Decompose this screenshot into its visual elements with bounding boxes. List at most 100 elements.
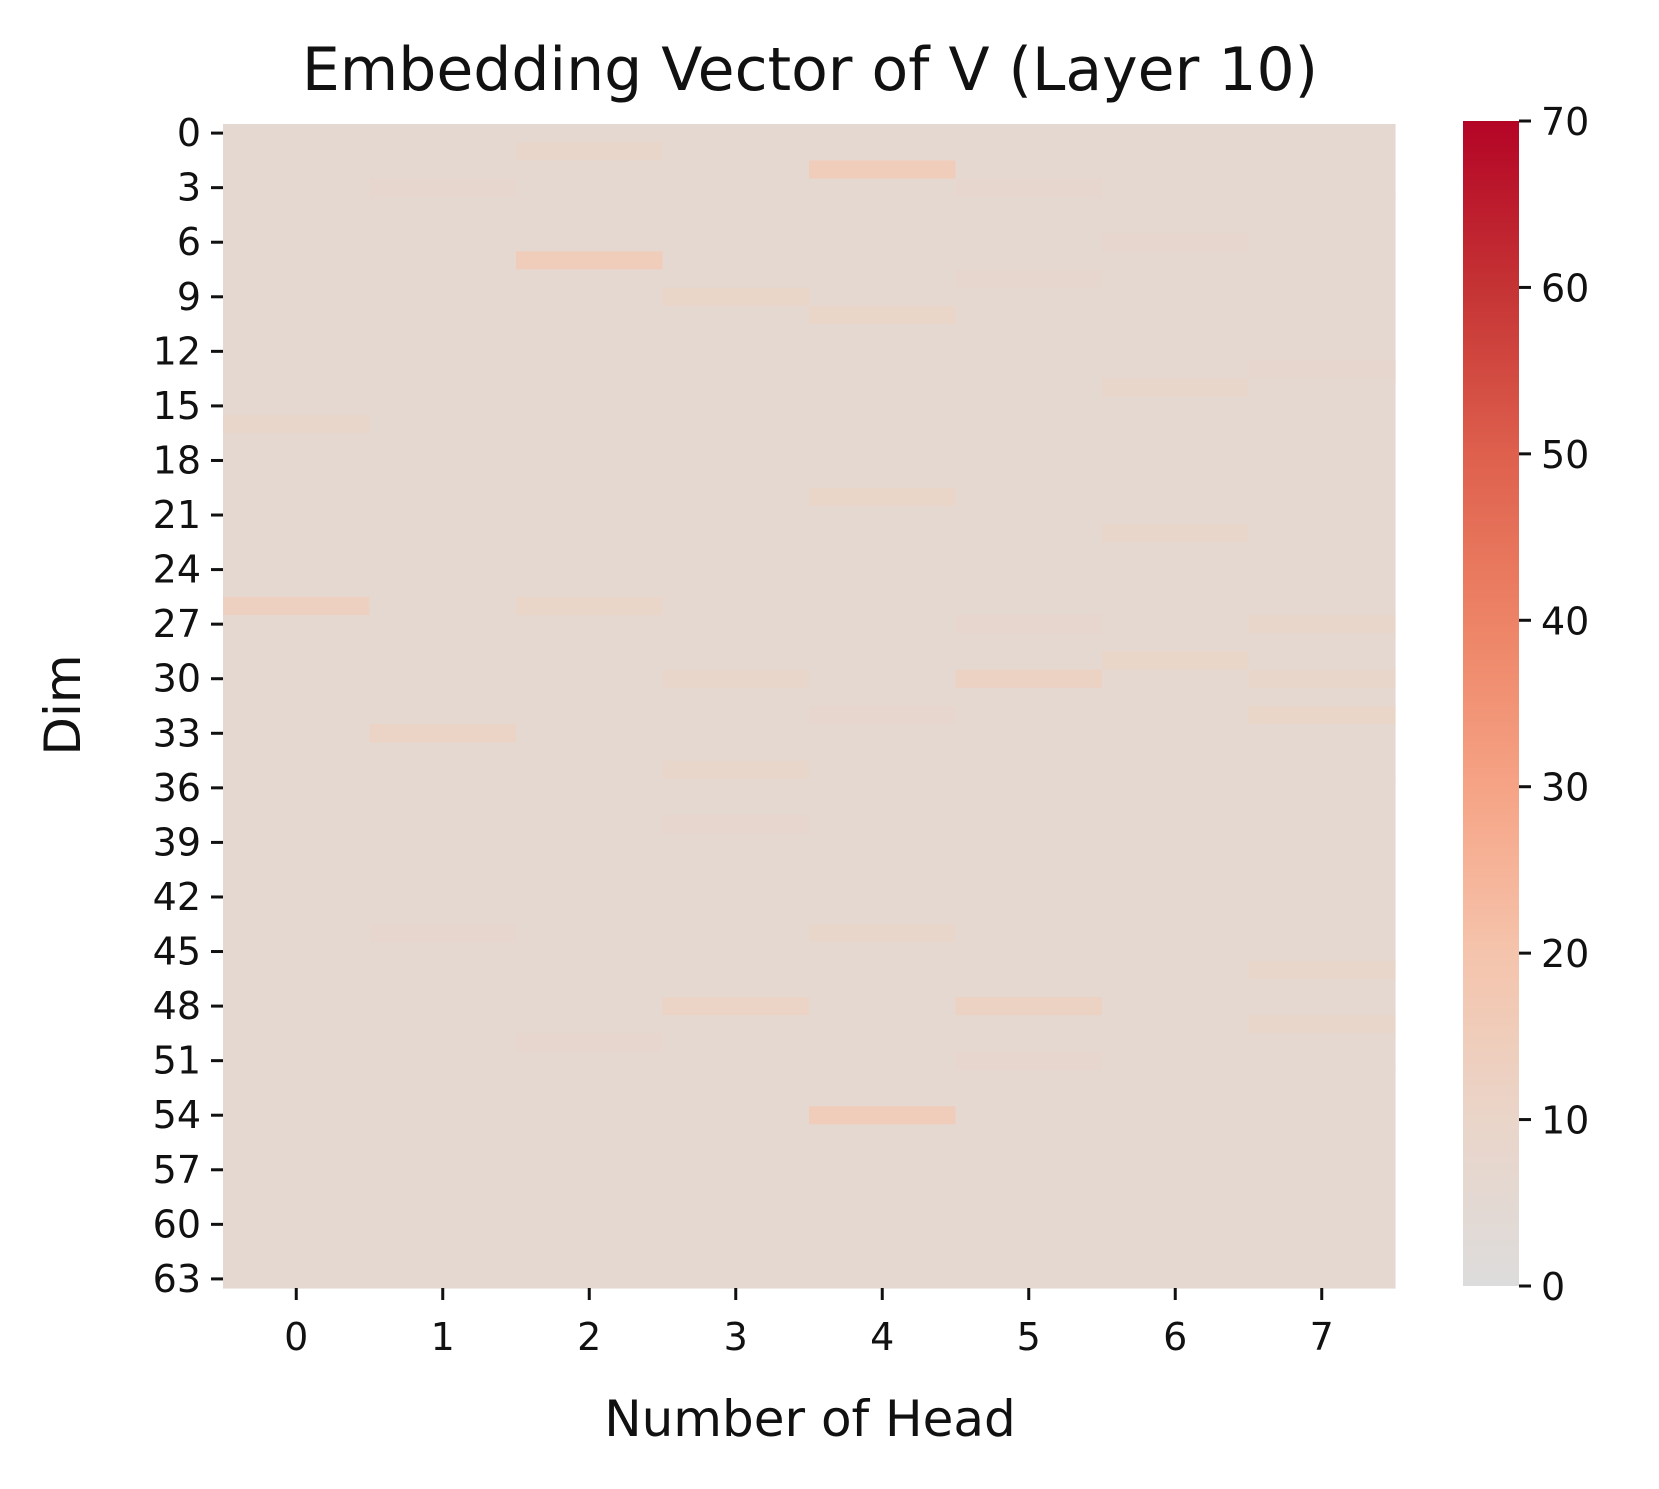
heatmap-cell [516, 760, 664, 780]
heatmap-cell [955, 651, 1103, 671]
heatmap-cell [809, 1233, 957, 1253]
heatmap-cell [662, 433, 810, 452]
heatmap-cell [223, 815, 371, 834]
heatmap-cell [955, 1015, 1103, 1034]
heatmap-cell [955, 1215, 1103, 1235]
heatmap-cell [223, 687, 371, 707]
heatmap-cell [809, 342, 957, 362]
heatmap-cell [223, 978, 371, 998]
heatmap-cell [223, 1087, 371, 1107]
heatmap-cell [369, 342, 517, 362]
heatmap-cell [223, 1215, 371, 1235]
heatmap-cell [516, 651, 664, 671]
heatmap-cell [223, 324, 371, 343]
heatmap-cell [516, 906, 664, 925]
heatmap-cell [516, 487, 664, 507]
y-tick-label: 18 [153, 438, 201, 482]
heatmap-cell [809, 451, 957, 471]
heatmap-cell [369, 1015, 517, 1034]
heatmap-cell [662, 396, 810, 416]
heatmap-cell [516, 469, 664, 489]
heatmap-cell [1248, 1160, 1396, 1180]
heatmap-cell [955, 615, 1103, 634]
heatmap-cell [369, 1069, 517, 1089]
heatmap-cell [223, 1197, 371, 1216]
heatmap-cell [223, 415, 371, 434]
heatmap-cell [223, 596, 371, 616]
heatmap-cell [662, 1051, 810, 1071]
heatmap-cell [1248, 324, 1396, 343]
heatmap-cell [516, 396, 664, 416]
heatmap-cell [955, 342, 1103, 362]
heatmap-cell [955, 1269, 1103, 1289]
heatmap-cell [662, 324, 810, 343]
heatmap-cell [1248, 851, 1396, 871]
y-tick-label: 6 [177, 220, 201, 264]
heatmap-cell [1248, 214, 1396, 234]
heatmap-cell [369, 1051, 517, 1071]
heatmap-cell [809, 815, 957, 834]
heatmap-cell [662, 651, 810, 671]
heatmap-cell [955, 1251, 1103, 1271]
heatmap-cell [369, 742, 517, 762]
heatmap-cell [955, 978, 1103, 998]
heatmap-cell [369, 633, 517, 653]
heatmap-cell [369, 760, 517, 780]
heatmap-cell [369, 142, 517, 161]
heatmap-cell [1248, 469, 1396, 489]
heatmap-cell [809, 578, 957, 598]
colorbar [1463, 121, 1519, 1286]
heatmap-cell [955, 833, 1103, 853]
heatmap-cell [369, 669, 517, 689]
heatmap-cell [955, 396, 1103, 416]
y-tick-label: 42 [153, 875, 201, 919]
heatmap-cell [369, 160, 517, 180]
heatmap-cell [809, 997, 957, 1016]
heatmap-cell [369, 487, 517, 507]
heatmap-cell [1102, 706, 1250, 725]
heatmap-cell [955, 1087, 1103, 1107]
heatmap-cell [662, 233, 810, 252]
heatmap-cell [516, 196, 664, 216]
heatmap-cell [1248, 906, 1396, 925]
heatmap-cell [369, 615, 517, 634]
heatmap-cell [1102, 1269, 1250, 1289]
heatmap-cell [662, 524, 810, 543]
heatmap-cell [809, 433, 957, 452]
heatmap-cell [1248, 669, 1396, 689]
heatmap-cell [516, 1233, 664, 1253]
heatmap-cell [1248, 1124, 1396, 1144]
heatmap-cell [662, 578, 810, 598]
heatmap-cell [955, 560, 1103, 580]
heatmap-cell [955, 924, 1103, 944]
heatmap-cell [223, 833, 371, 853]
heatmap-cell [369, 578, 517, 598]
heatmap-cell [223, 524, 371, 543]
heatmap-cell [662, 124, 810, 143]
heatmap-cell [1248, 869, 1396, 889]
colorbar-tick-label: 70 [1541, 100, 1589, 144]
heatmap-cell [223, 178, 371, 198]
heatmap-cell [516, 1215, 664, 1235]
heatmap-cell [1248, 615, 1396, 634]
x-tick-label: 6 [1163, 1315, 1187, 1359]
heatmap-cell [223, 287, 371, 307]
heatmap-cell [662, 942, 810, 962]
heatmap-cell [1102, 560, 1250, 580]
heatmap-cell [516, 615, 664, 634]
heatmap-cell [955, 760, 1103, 780]
heatmap-cell [223, 942, 371, 962]
heatmap-cell [809, 542, 957, 562]
x-tick-label: 5 [1017, 1315, 1041, 1359]
heatmap-cell [516, 1015, 664, 1034]
heatmap-cell [1248, 997, 1396, 1016]
heatmap-cell [1248, 687, 1396, 707]
heatmap-cell [1102, 142, 1250, 161]
heatmap-cell [955, 778, 1103, 798]
heatmap-cell [516, 1124, 664, 1144]
heatmap-cell [662, 487, 810, 507]
heatmap-cell [223, 505, 371, 525]
heatmap-cell [1248, 651, 1396, 671]
heatmap-cell [1248, 724, 1396, 743]
